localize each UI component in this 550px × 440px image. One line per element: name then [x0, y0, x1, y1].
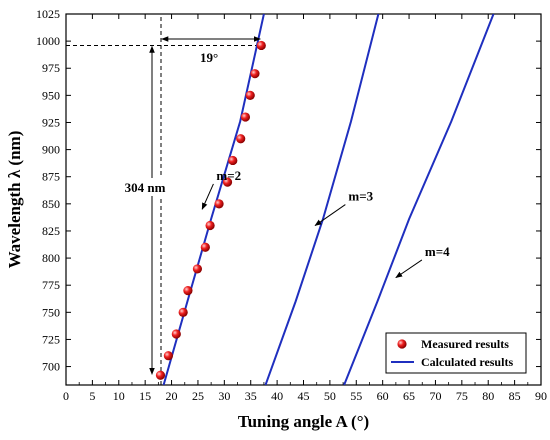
x-tick-label: 10	[113, 389, 125, 403]
curve-label-arrow	[395, 259, 423, 279]
y-tick-label: 925	[42, 115, 60, 129]
y-tick-label: 800	[42, 251, 60, 265]
measured-point	[171, 329, 181, 339]
y-tick-label: 700	[42, 360, 60, 374]
y-axis-label: Wavelength λ (nm)	[5, 131, 24, 269]
plot-frame	[65, 13, 542, 386]
x-tick-label: 5	[89, 389, 95, 403]
x-tick-label: 30	[218, 389, 230, 403]
measured-point	[205, 220, 215, 231]
measured-point	[228, 155, 238, 166]
y-tick-label: 1000	[36, 34, 60, 48]
calculated-lines	[162, 14, 495, 385]
measured-point	[192, 264, 203, 274]
measured-point	[256, 40, 266, 51]
measured-point	[240, 112, 251, 122]
legend-label-calculated: Calculated results	[421, 355, 513, 369]
x-tick-label: 90	[535, 389, 547, 403]
measured-point	[200, 242, 210, 252]
curve-label-arrow	[201, 183, 214, 210]
span-label: 304 nm	[125, 180, 166, 195]
measured-point	[155, 370, 166, 380]
y-tick-label: 850	[42, 197, 60, 211]
x-tick-label: 60	[377, 389, 389, 403]
x-tick-label: 35	[245, 389, 257, 403]
y-tick-label: 950	[42, 88, 60, 102]
span-label-bg	[118, 178, 186, 196]
calculated-line-m=3	[264, 14, 380, 385]
y-tick-label: 825	[42, 224, 60, 238]
x-tick-label: 0	[63, 389, 69, 403]
x-tick-label: 75	[456, 389, 468, 403]
x-tick-label: 85	[509, 389, 521, 403]
calculated-line-m=2	[162, 14, 265, 385]
calculated-line-m=4	[343, 14, 495, 385]
y-tick-label: 900	[42, 143, 60, 157]
plot-area: 0 5 10 15 20 25 30 35 40 45 50 55 60 65 70 75 80 85 90 700 7…	[5, 7, 547, 431]
measured-point	[178, 307, 188, 317]
x-tick-label: 65	[403, 389, 415, 403]
x-tick-label: 55	[350, 389, 362, 403]
measured-point	[245, 90, 255, 100]
measured-point	[236, 134, 246, 144]
legend-marker-measured	[397, 339, 407, 349]
angle-label: 19°	[200, 50, 218, 65]
measured-point	[222, 177, 233, 187]
y-tick-label: 775	[42, 278, 60, 292]
y-tick-label: 725	[42, 332, 60, 346]
x-axis-label: Tuning angle A (°)	[238, 412, 369, 431]
curve-label-arrow	[314, 204, 346, 226]
y-tick-label: 1025	[36, 7, 60, 21]
x-tick-label: 25	[192, 389, 204, 403]
measured-point	[214, 199, 224, 209]
x-tick-label: 80	[482, 389, 494, 403]
x-tick-label: 50	[324, 389, 336, 403]
measured-point	[250, 69, 260, 79]
measured-point	[163, 351, 173, 361]
x-tick-label: 45	[298, 389, 310, 403]
measured-point	[183, 286, 193, 296]
curve-label-m=4: m=4	[425, 244, 450, 259]
y-tick-label: 750	[42, 305, 60, 319]
y-tick-label: 975	[42, 61, 60, 75]
y-tick-label: 875	[42, 170, 60, 184]
curve-label-m=3: m=3	[348, 189, 373, 204]
x-tick-label: 70	[429, 389, 441, 403]
x-tick-label: 20	[166, 389, 178, 403]
x-tick-label: 15	[139, 389, 151, 403]
legend-label-measured: Measured results	[421, 337, 509, 351]
legend	[385, 332, 527, 374]
x-tick-label: 40	[271, 389, 283, 403]
curve-label-m=2: m=2	[216, 168, 241, 183]
